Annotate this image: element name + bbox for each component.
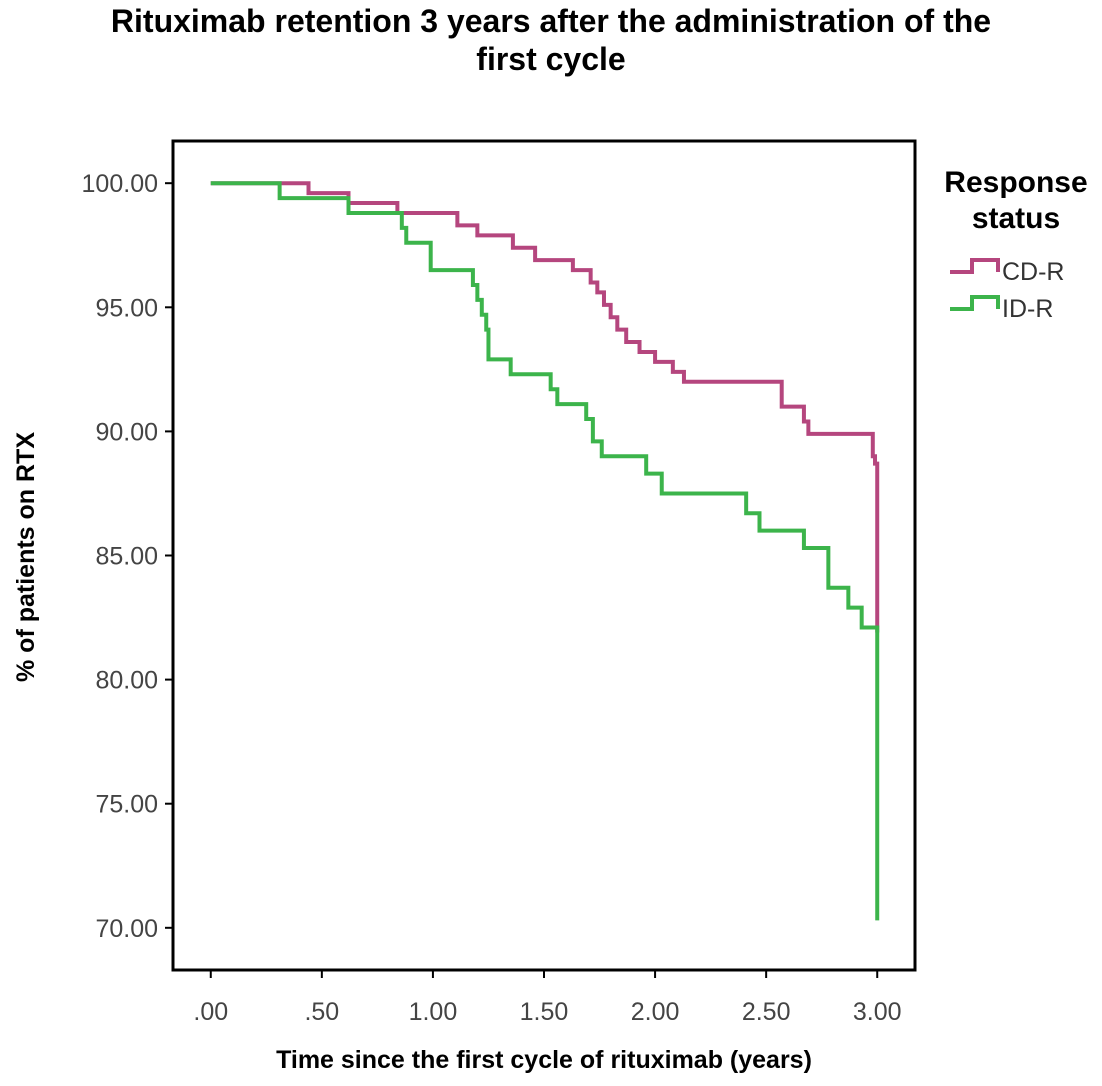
legend-items: CD-R ID-R [950,258,1065,323]
chart-title-line-1: Rituximab retention 3 years after the ad… [110,3,992,39]
x-tick-label: .50 [304,998,339,1026]
series-id-r-line [210,181,880,921]
y-tick-label: 90.00 [95,418,158,446]
legend-label-id-r: ID-R [1002,295,1053,323]
chart-title-line-2: first cycle [476,41,626,77]
plot-frame [171,139,917,972]
x-tick-label: 1.00 [409,998,458,1026]
x-tick-label: 2.50 [742,998,791,1026]
x-tick-label: .00 [193,998,228,1026]
x-axis-ticks: .00 .50 1.00 1.50 2.00 2.50 3.00 [193,970,902,1026]
series-cd-r-line [210,181,880,633]
y-tick-label: 100.00 [82,170,158,198]
x-axis-label: Time since the first cycle of rituximab … [276,1046,812,1074]
x-tick-label: 2.00 [631,998,680,1026]
y-tick-label: 70.00 [95,915,158,943]
y-tick-label: 80.00 [95,667,158,695]
y-axis-label: % of patients on RTX [12,432,40,682]
x-tick-label: 3.00 [853,998,902,1026]
legend: Response status CD-R ID-R [944,166,1087,323]
legend-title-line-2: status [972,202,1060,235]
chart-title: Rituximab retention 3 years after the ad… [0,2,1102,78]
legend-swatch-cd-r [950,258,1000,274]
legend-swatch-id-r [950,295,1000,311]
legend-label-cd-r: CD-R [1002,258,1065,286]
y-axis-ticks: 100.00 95.00 90.00 85.00 80.00 75.00 70.00 [82,170,173,943]
y-tick-label: 85.00 [95,543,158,571]
survival-curves [210,181,880,921]
legend-title-line-1: Response [944,166,1087,199]
y-tick-label: 95.00 [95,294,158,322]
x-tick-label: 1.50 [520,998,569,1026]
y-tick-label: 75.00 [95,791,158,819]
